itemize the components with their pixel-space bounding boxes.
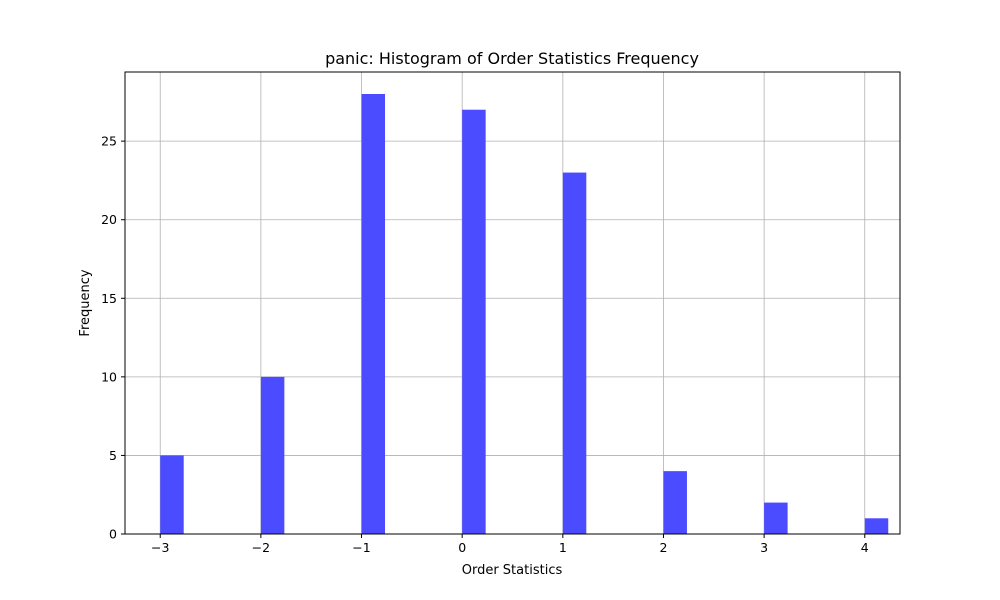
histogram-bar (361, 94, 386, 534)
y-tick-label: 0 (109, 527, 117, 542)
y-tick-label: 5 (109, 448, 117, 463)
histogram-bar (260, 376, 285, 534)
chart-title: panic: Histogram of Order Statistics Fre… (325, 49, 699, 68)
histogram-bar (160, 455, 184, 534)
histogram-bar (462, 109, 486, 534)
histogram-bar (864, 518, 889, 534)
y-axis-label: Frequency (78, 269, 93, 336)
grid-lines (125, 72, 900, 535)
x-tick-label: −2 (252, 540, 270, 555)
ticks: −3 −2 −1 0 1 2 3 4 0 5 10 15 20 25 (101, 134, 869, 555)
plot-area (125, 72, 900, 534)
y-tick-label: 25 (101, 134, 117, 149)
y-tick-label: 15 (101, 291, 117, 306)
y-tick-label: 20 (101, 212, 117, 227)
axes-frame (124, 71, 901, 535)
axes (124, 71, 901, 535)
y-tick-label: 10 (101, 369, 117, 384)
x-tick-label: 3 (760, 540, 768, 555)
histogram-bar (663, 471, 687, 534)
histogram-bar (764, 502, 788, 534)
x-tick-label: 2 (659, 540, 667, 555)
x-tick-label: 4 (861, 540, 869, 555)
x-tick-label: −3 (151, 540, 169, 555)
x-axis-label: Order Statistics (462, 563, 563, 578)
x-tick-label: 1 (559, 540, 567, 555)
histogram-bar (562, 172, 587, 535)
bars (160, 94, 889, 535)
x-tick-label: −1 (352, 540, 370, 555)
x-tick-label: 0 (458, 540, 466, 555)
